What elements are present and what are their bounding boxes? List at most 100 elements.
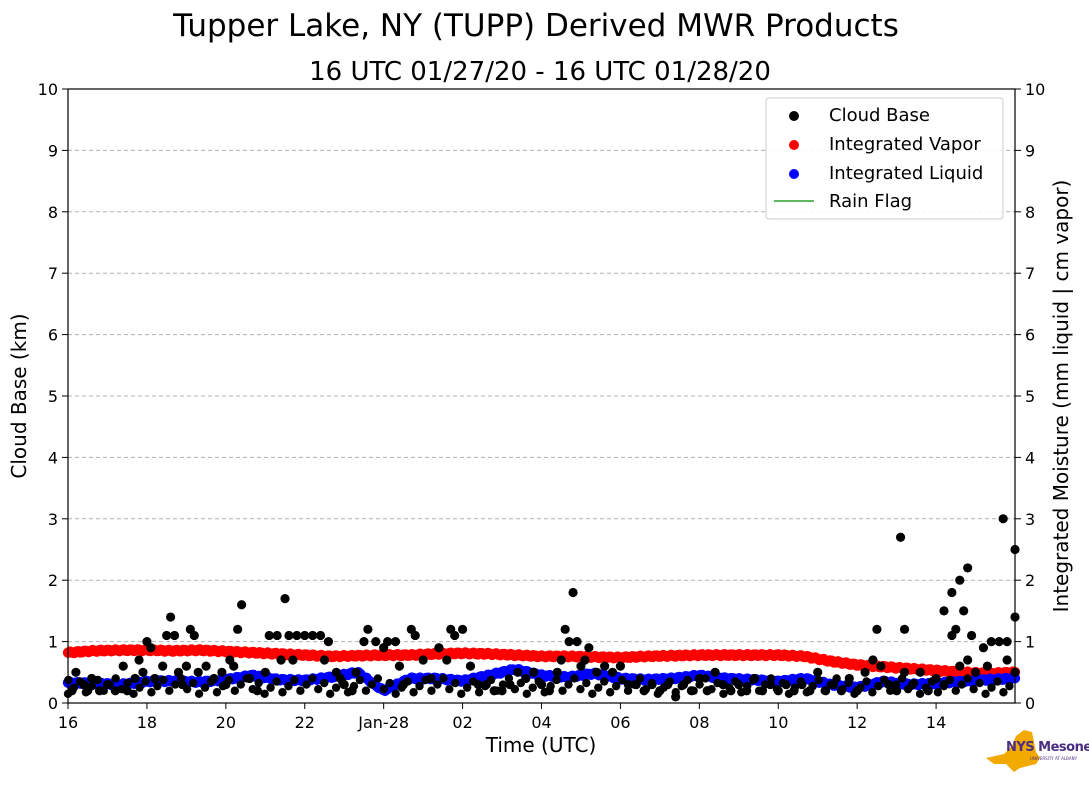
cloud-base-point	[868, 655, 878, 665]
cloud-base-point	[963, 563, 973, 573]
cloud-base-point	[292, 630, 302, 641]
cloud-base-point	[81, 688, 91, 697]
cloud-base-point	[1002, 637, 1012, 647]
cloud-base-point	[522, 689, 531, 698]
cloud-base-point	[754, 686, 764, 695]
cloud-base-point	[69, 683, 79, 692]
cloud-base-point	[594, 683, 603, 692]
cloud-base-point	[719, 689, 728, 698]
cloud-base-point	[891, 680, 901, 689]
cloud-base-point	[694, 673, 704, 684]
y-grid	[68, 149, 1015, 643]
cloud-base-point	[570, 674, 579, 683]
cloud-base-point	[725, 683, 734, 692]
cloud-base-point	[153, 681, 162, 691]
cloud-base-point	[872, 624, 882, 634]
cloud-base-point	[955, 661, 965, 671]
cloud-base-point	[218, 681, 228, 691]
x-tick-label: 08	[689, 713, 709, 732]
cloud-base-point	[308, 674, 317, 683]
cloud-base-point	[808, 681, 817, 691]
cloud-base-point	[177, 674, 186, 683]
cloud-base-point	[778, 678, 788, 688]
y-tick-label-right: 4	[1025, 448, 1035, 467]
cloud-base-point	[760, 680, 770, 689]
cloud-base-point	[442, 655, 452, 665]
cloud-base-point	[862, 677, 871, 686]
cloud-base-point	[683, 675, 692, 685]
cloud-base-point	[951, 624, 961, 634]
y-tick-label-right: 10	[1025, 80, 1045, 99]
cloud-base-point	[892, 686, 902, 696]
cloud-base-point	[969, 684, 978, 694]
cloud-base-point	[623, 686, 633, 695]
cloud-base-point	[999, 688, 1008, 697]
y-tick-label-right: 5	[1025, 387, 1035, 406]
cloud-base-point	[766, 674, 776, 683]
y-tick-label-right: 9	[1025, 141, 1035, 160]
cloud-base-point	[844, 678, 853, 688]
cloud-base-point	[123, 678, 132, 688]
cloud-base-point	[947, 587, 957, 598]
cloud-base-point	[560, 624, 570, 634]
cloud-base-point	[635, 674, 645, 683]
cloud-base-point	[1005, 681, 1014, 691]
cloud-base-point	[248, 684, 257, 694]
cloud-base-point	[607, 667, 618, 677]
cloud-base-point	[641, 684, 651, 694]
cloud-base-point	[169, 630, 180, 641]
y-tick-label-right: 6	[1025, 326, 1035, 345]
x-tick-label: 10	[768, 713, 788, 732]
cloud-base-point	[237, 600, 247, 610]
cloud-base-point	[474, 688, 484, 697]
cloud-base-point	[135, 683, 144, 692]
cloud-base-point	[468, 677, 478, 686]
cloud-base-point	[457, 689, 466, 698]
chart-subtitle: 16 UTC 01/27/20 - 16 UTC 01/28/20	[309, 57, 771, 87]
cloud-base-point	[272, 630, 282, 641]
cloud-base-point	[939, 606, 949, 616]
cloud-base-point	[319, 655, 330, 665]
cloud-base-point	[181, 661, 191, 671]
cloud-base-point	[588, 689, 597, 698]
x-tick-label: 18	[137, 713, 157, 732]
cloud-base-point	[359, 637, 369, 647]
cloud-base-point	[403, 677, 412, 686]
legend-label-vapor: Integrated Vapor	[829, 134, 981, 155]
cloud-base-point	[71, 667, 81, 677]
cloud-base-point	[171, 680, 180, 689]
cloud-base-point	[516, 678, 526, 688]
y-tick-label-left: 6	[48, 326, 58, 345]
cloud-base-point	[897, 674, 907, 683]
cloud-base-point	[576, 684, 585, 694]
cloud-base-point	[986, 637, 996, 647]
cloud-base-point	[802, 688, 812, 697]
nys-mesonet-logo: NYS Mesonet UNIVERSITY AT ALBANY	[984, 728, 1089, 776]
cloud-base-point	[117, 684, 126, 694]
cloud-base-point	[492, 686, 502, 695]
cloud-base-point	[242, 674, 251, 683]
cloud-base-point	[993, 677, 1002, 686]
cloud-base-point	[383, 637, 393, 647]
cloud-base-point	[611, 681, 621, 691]
cloud-base-point	[141, 677, 150, 686]
cloud-base-point	[415, 681, 424, 691]
cloud-base-point	[850, 689, 859, 698]
cloud-base-point	[229, 661, 239, 671]
cloud-base-point	[981, 689, 990, 698]
cloud-base-point	[814, 675, 823, 685]
cloud-base-point	[617, 675, 627, 685]
ny-state-shape-icon	[986, 730, 1040, 772]
cloud-base-point	[580, 655, 590, 665]
y-tick-label-left: 1	[48, 633, 58, 652]
cloud-base-point	[534, 677, 543, 686]
cloud-base-point	[367, 680, 377, 689]
cloud-base-point	[886, 686, 895, 695]
cloud-base-point	[379, 684, 388, 694]
cloud-base-point	[665, 677, 674, 686]
cloud-base-point	[860, 667, 870, 677]
cloud-base-point	[600, 677, 609, 686]
cloud-base-point	[300, 630, 310, 641]
cloud-base-point	[264, 630, 274, 641]
